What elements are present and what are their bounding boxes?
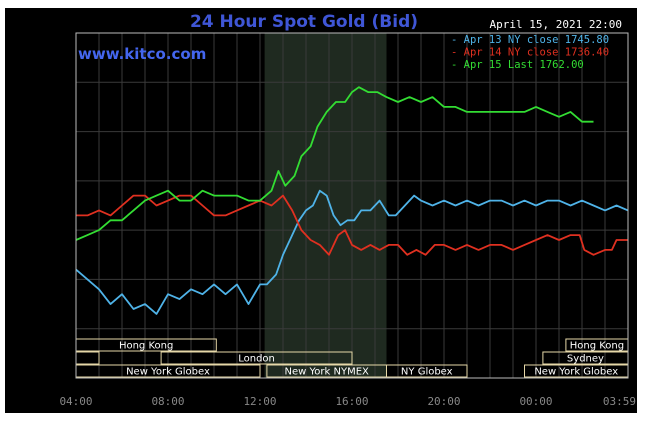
session-label-new-york-nymex: New York NYMEX — [285, 367, 370, 378]
ny-time-tick: 00:00 — [59, 382, 92, 395]
series-layer — [75, 86, 629, 315]
chart-title: 24 Hour Spot Gold (Bid) — [190, 12, 418, 32]
gmt-tick: 00:00 — [519, 395, 552, 408]
gmt-tick: 12:00 — [243, 395, 276, 408]
ny-time-tick: 16:00 — [427, 382, 460, 395]
y-tick-label: 1780.0 — [31, 27, 71, 40]
session-label-new-york-globex: New York Globex — [126, 367, 210, 378]
series-line-apr-14 — [76, 194, 628, 256]
gmt-tick: 08:00 — [151, 395, 184, 408]
ny-time-row-label: NY Time — [8, 382, 54, 395]
y-tick-label: 1730.0 — [31, 273, 71, 286]
legend-entry-3: - Apr 15 Last 1762.00 — [451, 59, 584, 71]
legend-entry-1: - Apr 13 NY close 1745.80 — [451, 34, 609, 46]
x-axis-ticks: 00:0004:0004:0008:0008:0012:0012:0016:00… — [59, 382, 636, 408]
y-tick-label: 1710.0 — [31, 372, 71, 385]
y-tick-label: 1760.0 — [31, 126, 71, 139]
session-label-new-york-globex: New York Globex — [534, 367, 618, 378]
date-label: April 15, 2021 22:00 — [490, 18, 622, 31]
session-bar-ny-globex — [386, 364, 468, 378]
session-label-sydney: Sydney — [567, 354, 604, 365]
y-axis-ticks: 1710.0 1720.0 1730.0 1740.0 1750.0 1760.0 1770… — [31, 27, 71, 385]
legend: - Apr 13 NY close 1745.80- Apr 14 NY clo… — [451, 34, 609, 71]
y-tick-label: 1720.0 — [31, 323, 71, 336]
gmt-tick: 03:59 — [603, 395, 636, 408]
series-line-apr-13 — [75, 189, 629, 315]
gmt-tick: 04:00 — [59, 395, 92, 408]
ny-time-tick: 20:00 — [519, 382, 552, 395]
ny-time-tick: 23:59 — [603, 382, 636, 395]
y-tick-label: 1740.0 — [31, 224, 71, 237]
y-axis-label: USD/oz — [28, 12, 68, 25]
gmt-tick: 20:00 — [427, 395, 460, 408]
session-label-ny-globex: NY Globex — [401, 367, 453, 378]
gmt-tick: 16:00 — [335, 395, 368, 408]
y-tick-label: 1750.0 — [31, 175, 71, 188]
trading-sessions: Hong Kong Hong Kong London Sydney New York G… — [75, 338, 629, 378]
session-bar-london — [160, 351, 353, 365]
plot-border — [75, 32, 629, 379]
ny-time-tick: 12:00 — [335, 382, 368, 395]
y-tick-label: 1770.0 — [31, 76, 71, 89]
ny-time-tick: 04:00 — [151, 382, 184, 395]
gmt-row-label: GMT — [20, 395, 40, 408]
legend-entry-2: - Apr 14 NY close 1736.40 — [451, 47, 609, 59]
gridlines — [76, 33, 628, 378]
ny-time-tick: 08:00 — [243, 382, 276, 395]
series-line-apr-15 — [75, 86, 594, 241]
session-label-hong-kong: Hong Kong — [570, 341, 624, 352]
session-label-hong-kong: Hong Kong — [119, 341, 173, 352]
watermark: www.kitco.com — [78, 45, 206, 63]
session-label-london: London — [238, 354, 275, 365]
